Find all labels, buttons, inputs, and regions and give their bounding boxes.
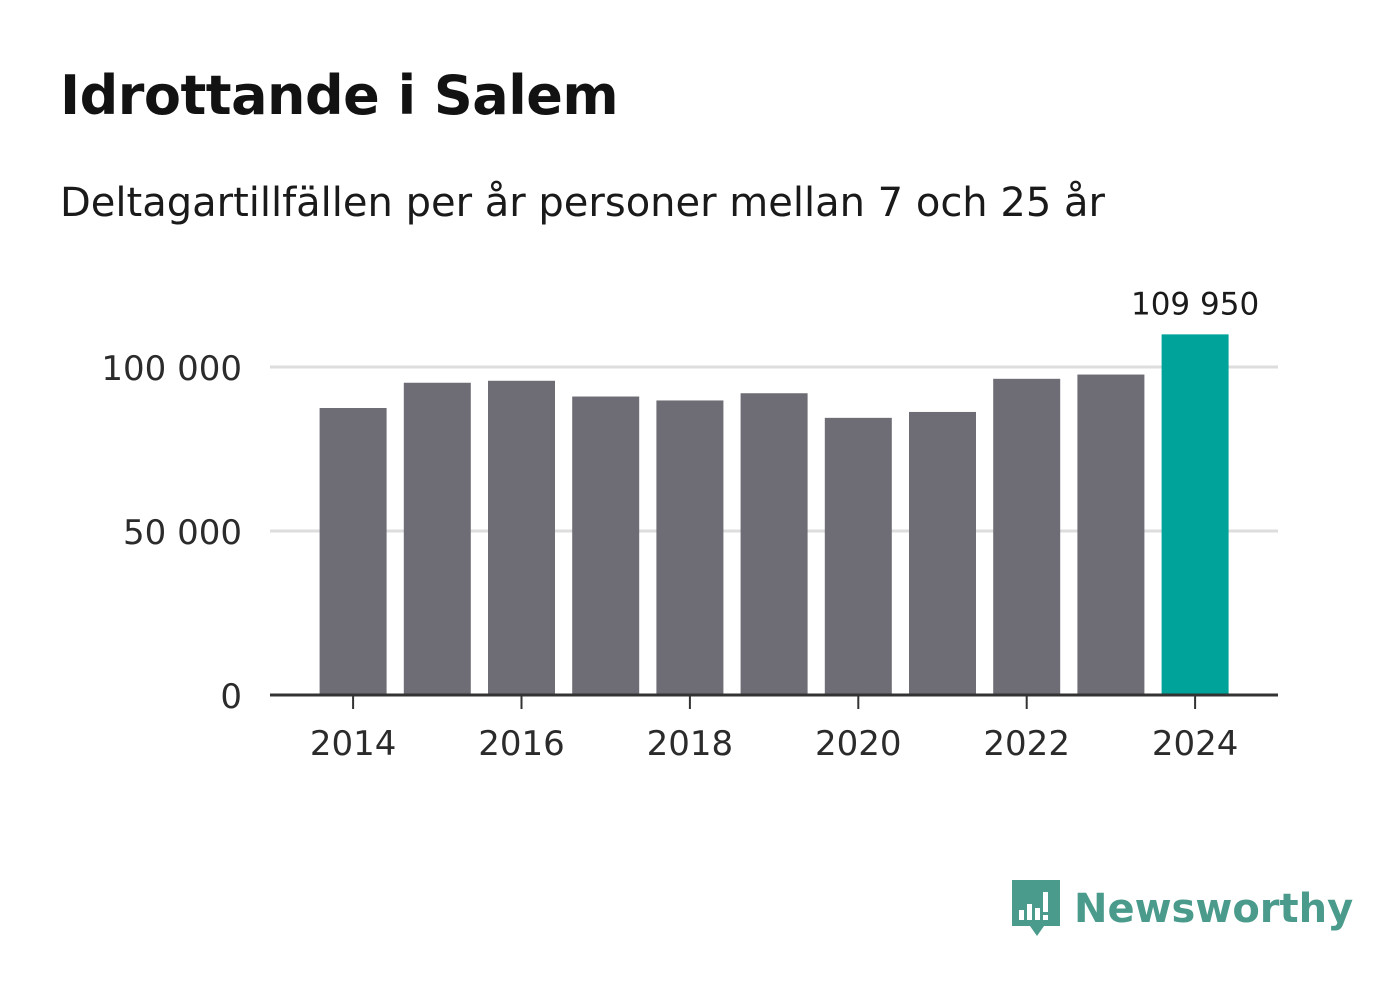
y-tick-label: 50 000: [123, 513, 242, 553]
x-tick-label: 2024: [1152, 724, 1239, 764]
bar-2020: [824, 417, 892, 695]
bar-2022: [993, 378, 1061, 695]
bars: [319, 334, 1229, 695]
brand-name: Newsworthy: [1074, 886, 1354, 932]
y-tick-label: 100 000: [101, 349, 242, 389]
bar-2016: [488, 380, 555, 695]
bar-2015: [403, 382, 471, 695]
highlight-value-label: 109 950: [1131, 286, 1259, 322]
axes: [270, 693, 1278, 709]
bar-2024: [1161, 334, 1229, 695]
bar-2023: [1077, 374, 1145, 695]
y-tick-label: 0: [220, 677, 242, 717]
labels: 0 50 000 100 000 109 950 2014 2016 2018 2020 202…: [101, 286, 1259, 764]
newsworthy-icon: [1012, 880, 1060, 936]
x-tick-label: 2016: [478, 724, 565, 764]
x-tick-label: 2018: [647, 724, 734, 764]
x-tick-label: 2022: [983, 724, 1070, 764]
newsworthy-logo: Newsworthy: [1010, 878, 1353, 940]
chart-title: Idrottande i Salem: [60, 64, 619, 127]
x-tick-label: 2020: [815, 724, 902, 764]
x-tick-label: 2014: [310, 724, 397, 764]
bar-2018: [656, 400, 724, 695]
bar-2021: [909, 411, 976, 695]
chart-subtitle: Deltagartillfällen per år personer mella…: [60, 180, 1105, 226]
bar-2019: [740, 393, 808, 695]
bar-2017: [572, 396, 640, 695]
bar-2014: [319, 408, 387, 695]
